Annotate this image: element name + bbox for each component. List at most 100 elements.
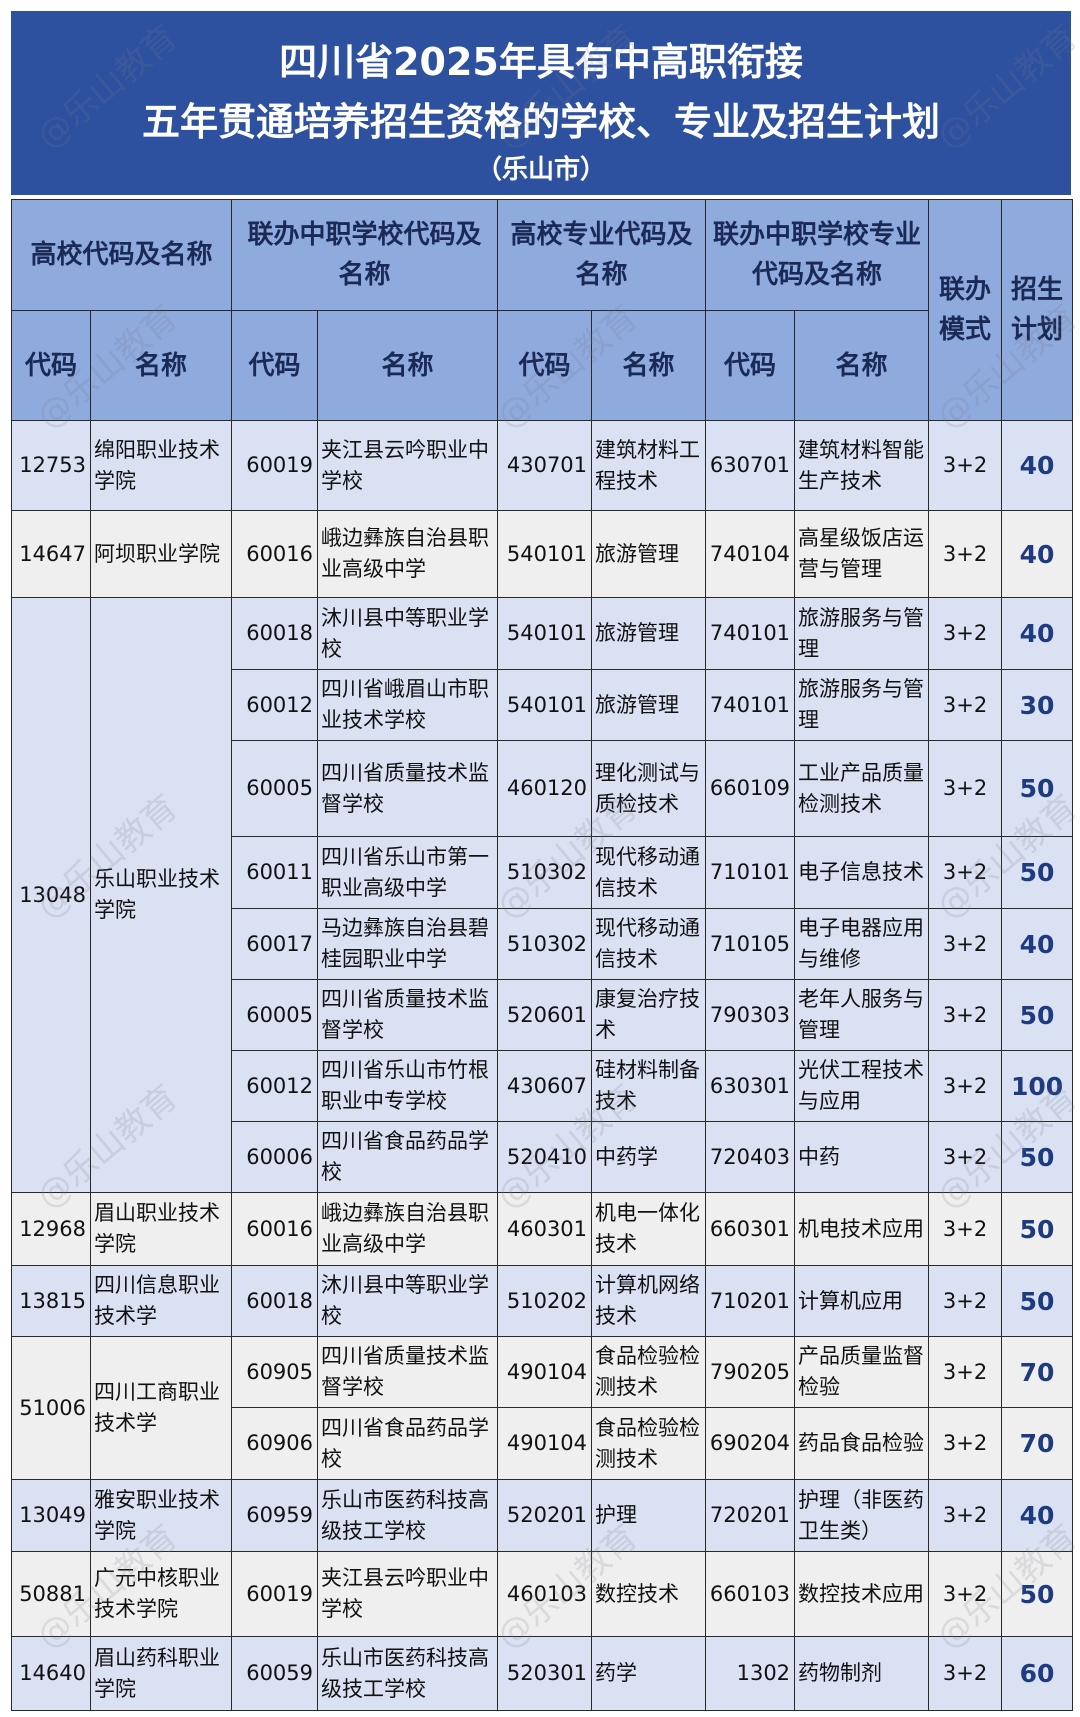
joint-mode: 3+2 bbox=[928, 908, 1003, 980]
partner-major-name: 建筑材料智能生产技术 bbox=[794, 420, 930, 511]
joint-mode: 3+2 bbox=[928, 420, 1003, 511]
enrollment-plan: 100 bbox=[1001, 1050, 1074, 1122]
college-name: 雅安职业技术学院 bbox=[89, 1479, 233, 1552]
partner-school-name: 四川省质量技术监督学校 bbox=[317, 1336, 499, 1408]
partner-major-code: 740101 bbox=[705, 597, 796, 670]
college-major-code: 510202 bbox=[497, 1265, 593, 1337]
header-plan: 招生计划 bbox=[1001, 199, 1074, 421]
college-major-code: 430607 bbox=[497, 1050, 593, 1122]
partner-major-code: 710105 bbox=[705, 908, 796, 980]
college-major-name: 康复治疗技术 bbox=[591, 979, 707, 1051]
college-name: 四川信息职业技术学 bbox=[89, 1265, 233, 1337]
partner-major-name: 中药 bbox=[794, 1121, 930, 1193]
partner-school-name: 夹江县云吟职业中学校 bbox=[317, 420, 499, 511]
enrollment-plan: 50 bbox=[1001, 1121, 1074, 1193]
partner-major-name: 光伏工程技术与应用 bbox=[794, 1050, 930, 1122]
partner-school-name: 四川省质量技术监督学校 bbox=[317, 979, 499, 1051]
table-row: 60006 四川省食品药品学校 520410 中药学 720403 中药 3+2 50 bbox=[12, 1121, 1074, 1193]
joint-mode: 3+2 bbox=[928, 1479, 1003, 1552]
enrollment-plan: 50 bbox=[1001, 1265, 1074, 1337]
header-mode: 联办模式 bbox=[928, 199, 1003, 421]
enrollment-plan-table: 高校代码及名称 联办中职学校代码及名称 高校专业代码及名称 联办中职学校专业代码… bbox=[10, 199, 1074, 1711]
partner-school-code: 60906 bbox=[231, 1407, 319, 1480]
joint-mode: 3+2 bbox=[928, 669, 1003, 741]
college-major-name: 建筑材料工程技术 bbox=[591, 420, 707, 511]
partner-major-name: 数控技术应用 bbox=[794, 1551, 930, 1637]
enrollment-plan: 70 bbox=[1001, 1336, 1074, 1408]
partner-school-name: 四川省质量技术监督学校 bbox=[317, 740, 499, 837]
partner-school-name: 四川省乐山市竹根职业中专学校 bbox=[317, 1050, 499, 1122]
college-code: 13049 bbox=[11, 1479, 91, 1552]
partner-school-code: 60018 bbox=[231, 597, 319, 670]
partner-school-code: 60016 bbox=[231, 510, 319, 598]
enrollment-plan: 50 bbox=[1001, 979, 1074, 1051]
partner-school-code: 60959 bbox=[231, 1479, 319, 1552]
college-code: 12753 bbox=[11, 420, 91, 511]
enrollment-plan: 30 bbox=[1001, 669, 1074, 741]
enrollment-plan: 40 bbox=[1001, 1479, 1074, 1552]
college-major-code: 520201 bbox=[497, 1479, 593, 1552]
joint-mode: 3+2 bbox=[928, 597, 1003, 670]
partner-major-name: 机电技术应用 bbox=[794, 1192, 930, 1266]
partner-school-code: 60005 bbox=[231, 979, 319, 1051]
college-name: 四川工商职业技术学 bbox=[89, 1336, 233, 1480]
college-major-code: 490104 bbox=[497, 1407, 593, 1480]
partner-school-name: 四川省峨眉山市职业技术学校 bbox=[317, 669, 499, 741]
partner-major-code: 740101 bbox=[705, 669, 796, 741]
title-line-2: 五年贯通培养招生资格的学校、专业及招生计划 bbox=[141, 100, 940, 144]
partner-major-code: 790205 bbox=[705, 1336, 796, 1408]
partner-major-name: 药品食品检验 bbox=[794, 1407, 930, 1480]
college-major-code: 540101 bbox=[497, 510, 593, 598]
college-major-name: 食品检验检测技术 bbox=[591, 1336, 707, 1408]
joint-mode: 3+2 bbox=[928, 1265, 1003, 1337]
partner-major-name: 旅游服务与管理 bbox=[794, 669, 930, 741]
partner-school-code: 60016 bbox=[231, 1192, 319, 1266]
partner-school-code: 60019 bbox=[231, 1551, 319, 1637]
table-row: 60012 四川省峨眉山市职业技术学校 540101 旅游管理 740101 旅游服务与管… bbox=[12, 669, 1074, 741]
college-major-name: 护理 bbox=[591, 1479, 707, 1552]
joint-mode: 3+2 bbox=[928, 510, 1003, 598]
college-major-name: 计算机网络技术 bbox=[591, 1265, 707, 1337]
enrollment-plan: 40 bbox=[1001, 597, 1074, 670]
table-row: 60005 四川省质量技术监督学校 520601 康复治疗技术 790303 老年人服务与… bbox=[12, 979, 1074, 1051]
college-major-name: 数控技术 bbox=[591, 1551, 707, 1637]
college-major-name: 旅游管理 bbox=[591, 510, 707, 598]
header-name: 名称 bbox=[794, 310, 930, 421]
college-major-code: 460120 bbox=[497, 740, 593, 837]
college-major-name: 中药学 bbox=[591, 1121, 707, 1193]
enrollment-plan: 40 bbox=[1001, 420, 1074, 511]
partner-school-code: 60018 bbox=[231, 1265, 319, 1337]
header-code: 代码 bbox=[231, 310, 319, 421]
partner-school-name: 乐山市医药科技高级技工学校 bbox=[317, 1479, 499, 1552]
joint-mode: 3+2 bbox=[928, 1336, 1003, 1408]
college-major-code: 540101 bbox=[497, 597, 593, 670]
college-major-code: 490104 bbox=[497, 1336, 593, 1408]
partner-school-code: 60006 bbox=[231, 1121, 319, 1193]
college-major-name: 旅游管理 bbox=[591, 597, 707, 670]
partner-major-code: 1302 bbox=[705, 1636, 796, 1711]
partner-major-code: 740104 bbox=[705, 510, 796, 598]
partner-school-code: 60017 bbox=[231, 908, 319, 980]
partner-major-code: 720201 bbox=[705, 1479, 796, 1552]
college-major-code: 460301 bbox=[497, 1192, 593, 1266]
header-name: 名称 bbox=[591, 310, 707, 421]
partner-major-name: 产品质量监督检验 bbox=[794, 1336, 930, 1408]
college-code: 14647 bbox=[11, 510, 91, 598]
joint-mode: 3+2 bbox=[928, 1636, 1003, 1711]
college-name: 阿坝职业学院 bbox=[89, 510, 233, 598]
college-major-name: 现代移动通信技术 bbox=[591, 908, 707, 980]
table-row: 14640 眉山药科职业学院 60059 乐山市医药科技高级技工学校 520301 药学 1… bbox=[11, 1636, 1074, 1711]
table-row: 50881 广元中核职业技术学院 60019 夹江县云吟职业中学校 460103 数控技术… bbox=[11, 1551, 1074, 1637]
partner-school-name: 四川省食品药品学校 bbox=[317, 1407, 499, 1480]
partner-school-code: 60012 bbox=[231, 669, 319, 741]
table-row: 60005 四川省质量技术监督学校 460120 理化测试与质检技术 660109 工业产… bbox=[12, 740, 1074, 837]
title-city: （乐山市） bbox=[475, 155, 606, 185]
partner-school-code: 60059 bbox=[231, 1636, 319, 1711]
college-major-code: 520410 bbox=[497, 1121, 593, 1193]
table-row: 13049 雅安职业技术学院 60959 乐山市医药科技高级技工学校 520201 护理 7… bbox=[11, 1479, 1074, 1552]
college-code: 14640 bbox=[11, 1636, 91, 1711]
partner-major-code: 630701 bbox=[705, 420, 796, 511]
college-major-code: 430701 bbox=[497, 420, 593, 511]
college-major-name: 现代移动通信技术 bbox=[591, 836, 707, 909]
partner-school-code: 60905 bbox=[231, 1336, 319, 1408]
